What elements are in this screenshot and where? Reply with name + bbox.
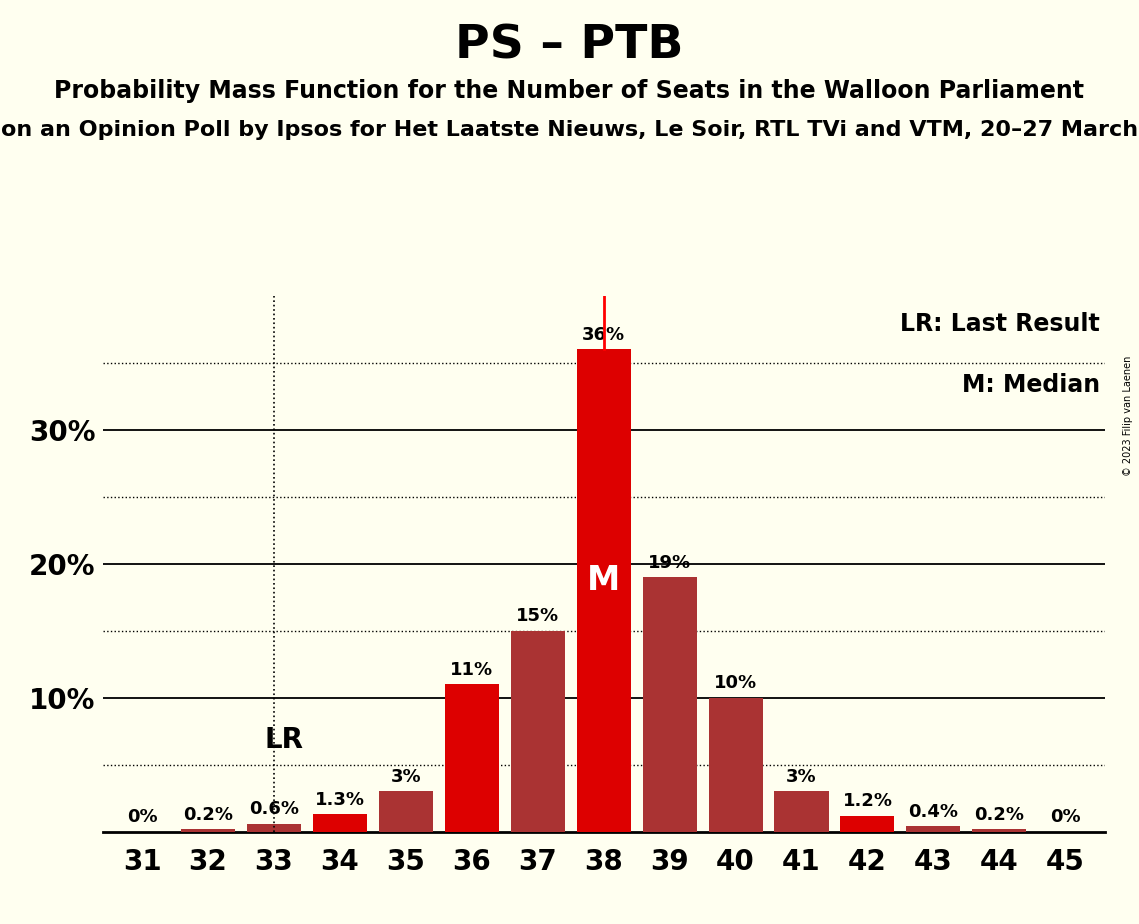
Text: on an Opinion Poll by Ipsos for Het Laatste Nieuws, Le Soir, RTL TVi and VTM, 20: on an Opinion Poll by Ipsos for Het Laat… <box>1 120 1138 140</box>
Text: M: Median: M: Median <box>961 373 1100 397</box>
Text: 11%: 11% <box>450 661 493 679</box>
Bar <box>247 823 301 832</box>
Text: LR: Last Result: LR: Last Result <box>900 311 1100 335</box>
Bar <box>576 349 631 832</box>
Text: © 2023 Filip van Laenen: © 2023 Filip van Laenen <box>1123 356 1133 476</box>
Text: 15%: 15% <box>516 607 559 626</box>
Text: LR: LR <box>264 726 303 754</box>
Text: Probability Mass Function for the Number of Seats in the Walloon Parliament: Probability Mass Function for the Number… <box>55 79 1084 103</box>
Text: PS – PTB: PS – PTB <box>456 23 683 68</box>
Text: 10%: 10% <box>714 675 757 692</box>
Text: 19%: 19% <box>648 553 691 572</box>
Text: 0%: 0% <box>1050 808 1081 826</box>
Text: 3%: 3% <box>786 768 817 786</box>
Bar <box>775 791 828 832</box>
Text: 1.2%: 1.2% <box>843 792 893 810</box>
Bar <box>379 791 433 832</box>
Bar <box>841 816 894 832</box>
Text: 0.2%: 0.2% <box>974 806 1024 823</box>
Text: 0.6%: 0.6% <box>249 800 298 819</box>
Text: 0%: 0% <box>126 808 157 826</box>
Bar <box>708 698 763 832</box>
Text: 36%: 36% <box>582 326 625 344</box>
Bar <box>313 814 367 832</box>
Bar <box>444 684 499 832</box>
Bar <box>973 829 1026 832</box>
Bar <box>642 577 697 832</box>
Text: 1.3%: 1.3% <box>314 791 364 808</box>
Bar <box>510 630 565 832</box>
Bar <box>181 829 235 832</box>
Text: 0.4%: 0.4% <box>909 803 958 821</box>
Text: 0.2%: 0.2% <box>183 806 233 823</box>
Text: 3%: 3% <box>391 768 421 786</box>
Text: M: M <box>587 565 621 597</box>
Bar <box>907 826 960 832</box>
